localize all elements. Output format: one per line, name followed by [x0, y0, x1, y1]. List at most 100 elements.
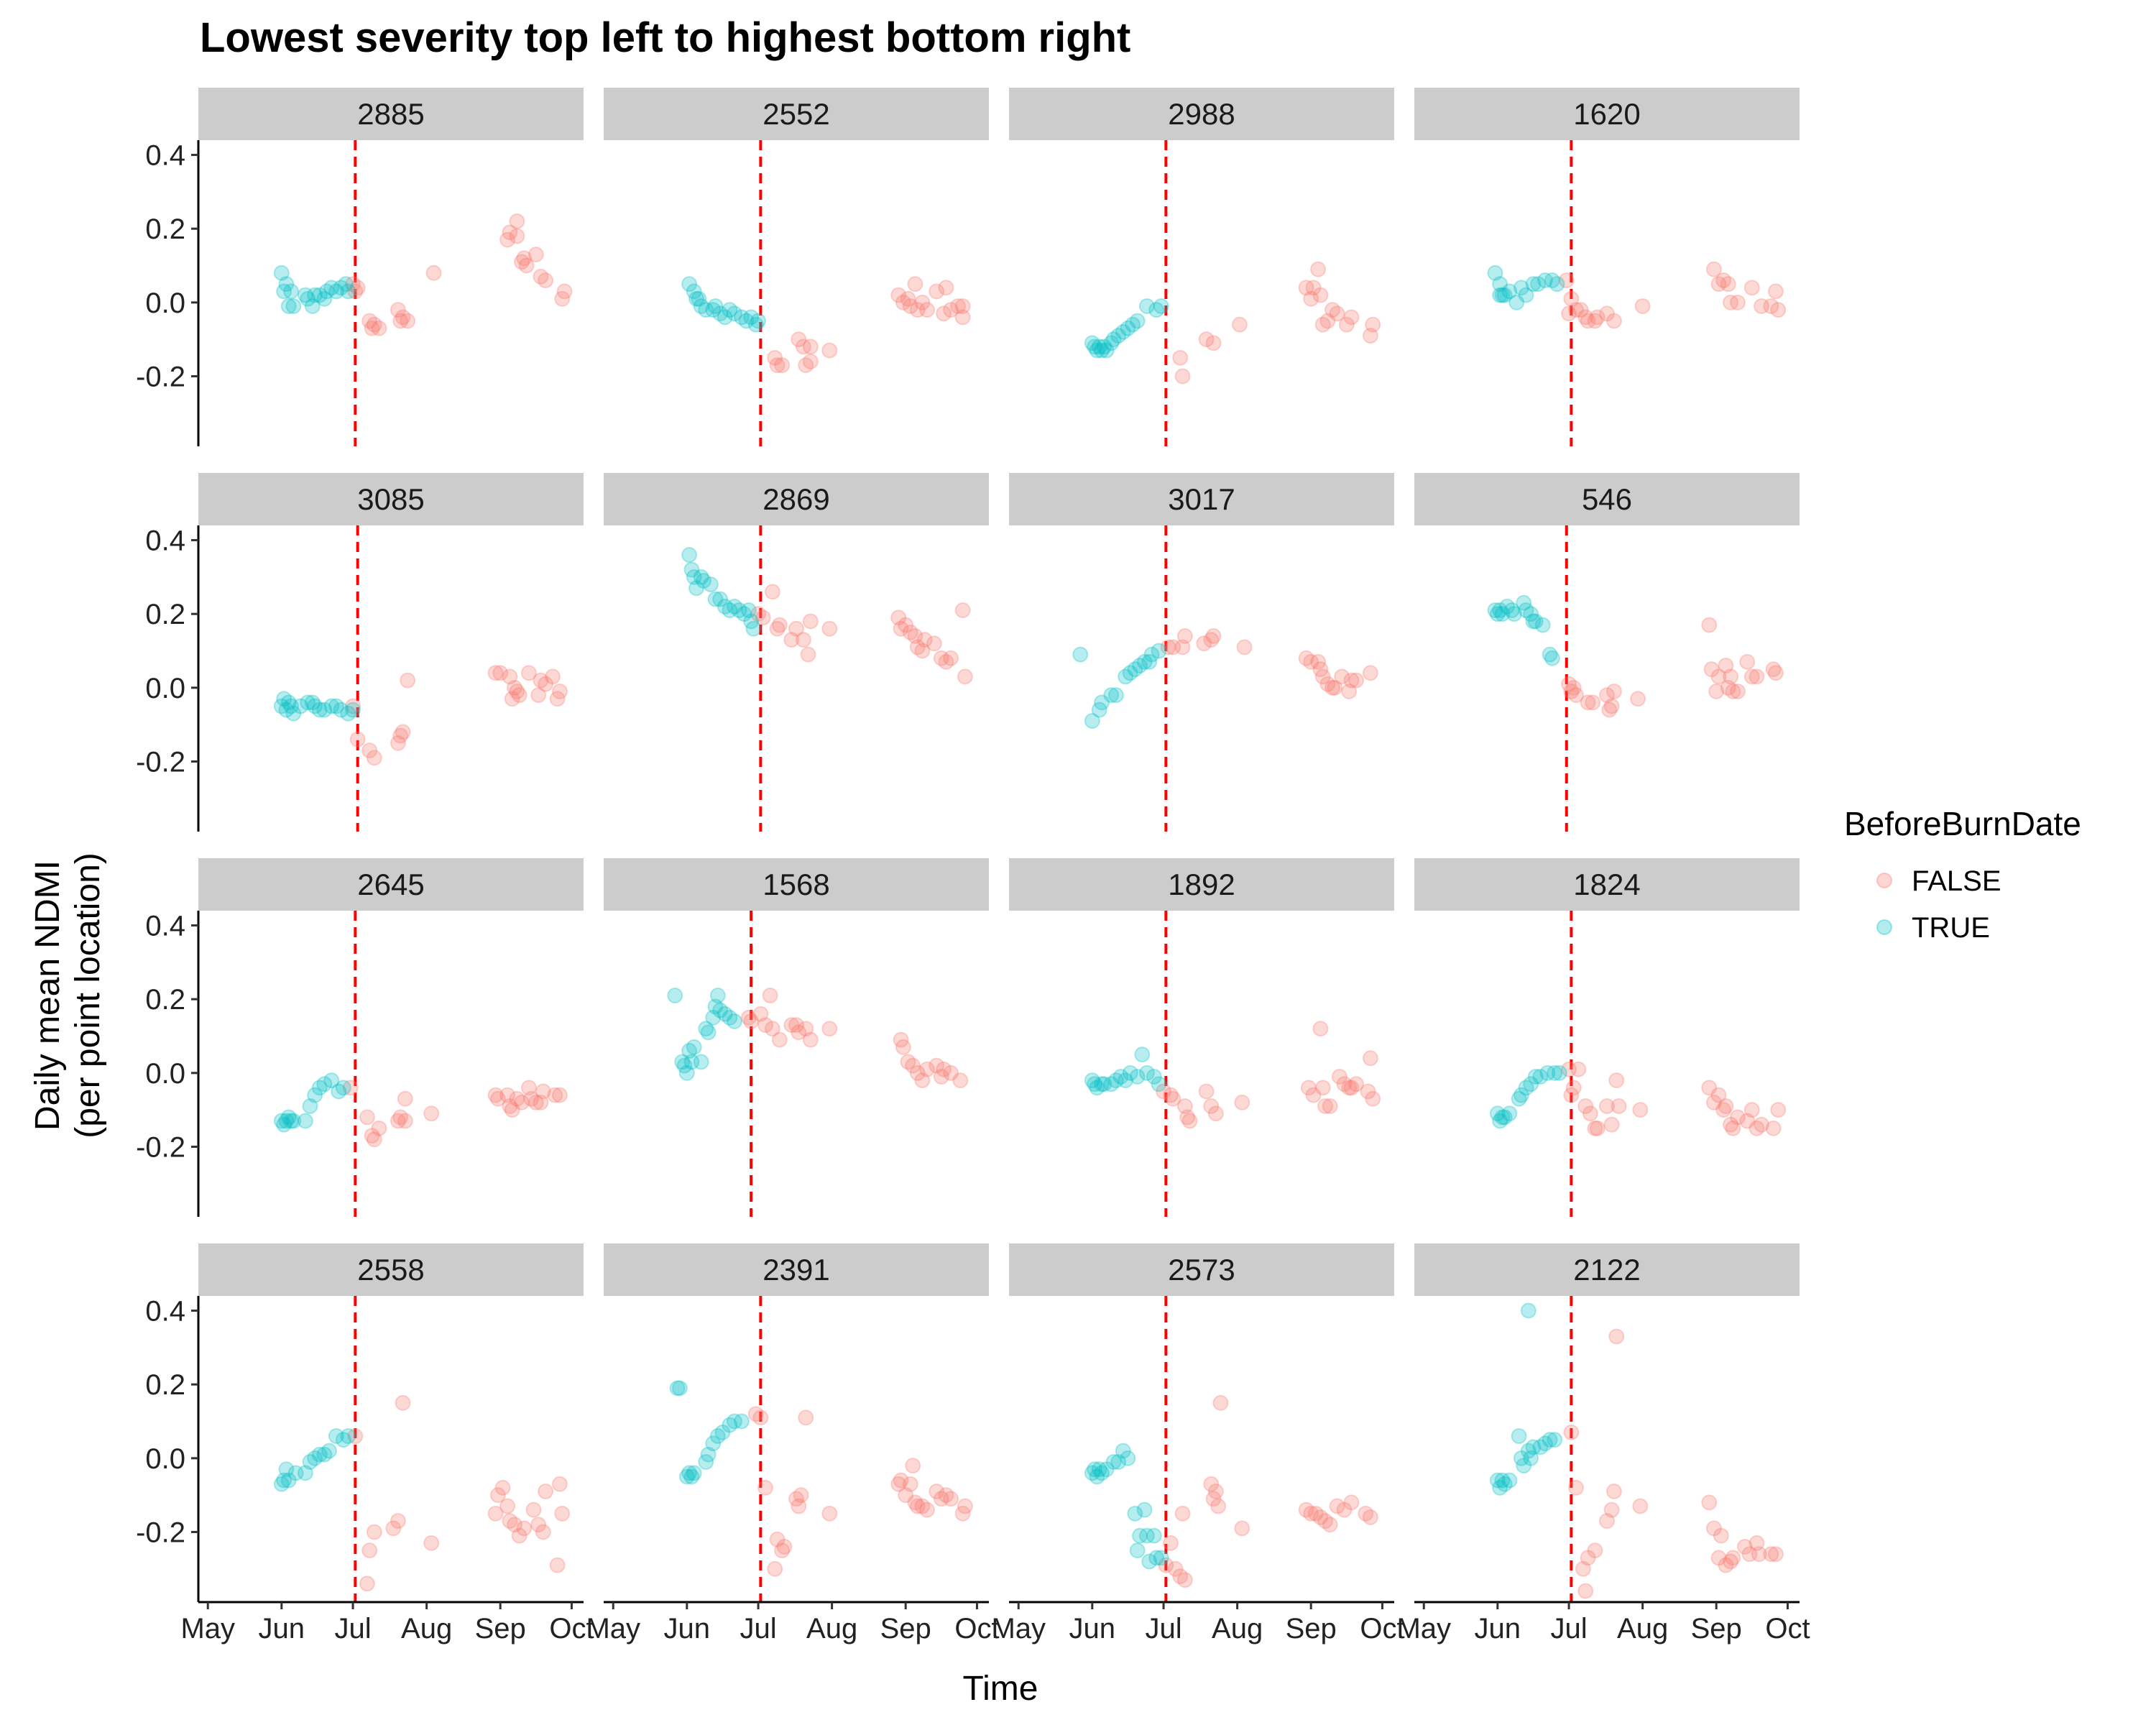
data-point-false [1336, 1501, 1353, 1518]
data-point-false [1172, 349, 1189, 366]
data-point-false [1212, 1394, 1229, 1411]
y-tick-label: 0.4 [145, 911, 185, 942]
data-point-true [1530, 276, 1547, 293]
data-point-true [702, 576, 719, 593]
data-point-true [1087, 339, 1103, 355]
facet-strip [604, 473, 989, 525]
data-point-true [726, 1413, 742, 1430]
data-point-true [700, 1446, 717, 1463]
data-point-false [1603, 1116, 1620, 1133]
data-point-true [678, 1064, 695, 1081]
data-point-true [1525, 276, 1542, 293]
x-tick-label: Aug [1617, 1613, 1668, 1644]
data-point-true [285, 1113, 302, 1129]
data-point-true [1122, 665, 1138, 681]
data-point-false [954, 602, 971, 619]
data-point-true [276, 1116, 292, 1133]
data-point-false [798, 1021, 814, 1037]
data-point-false [909, 1064, 926, 1081]
data-point-false [769, 620, 786, 637]
data-point-false [1362, 665, 1378, 681]
facet-strip-label: 3085 [357, 482, 424, 516]
data-point-true [1094, 1465, 1110, 1481]
facet-panel-2573: 2573 [1009, 1243, 1394, 1602]
data-point-true [722, 302, 738, 318]
facet-panel-1892: 1892 [1009, 858, 1394, 1217]
data-point-false [1608, 1072, 1625, 1089]
data-point-false [1210, 1498, 1227, 1514]
data-point-true [1096, 339, 1112, 355]
data-point-true [1120, 1450, 1136, 1466]
data-point-true [1544, 272, 1560, 289]
legend: BeforeBurnDate FALSE TRUE [1844, 805, 2081, 944]
data-point-true [722, 1417, 738, 1433]
data-point-true [340, 1428, 356, 1445]
data-point-false [905, 1458, 921, 1474]
data-point-false [769, 357, 786, 374]
data-point-false [767, 349, 783, 366]
data-point-false [926, 635, 942, 652]
data-point-false [1348, 1076, 1365, 1092]
data-point-true [709, 1428, 726, 1445]
data-point-false [1720, 679, 1736, 696]
data-point-true [1523, 1450, 1539, 1466]
data-point-true [1136, 653, 1153, 670]
data-point-true [1494, 1109, 1511, 1126]
data-point-false [530, 687, 547, 704]
data-point-false [933, 1068, 949, 1085]
data-point-false [1310, 653, 1327, 670]
data-point-false [1611, 1098, 1627, 1115]
data-point-true [323, 1072, 340, 1089]
data-point-true [1138, 1064, 1155, 1081]
data-point-true [1501, 1472, 1518, 1489]
facet-panel-2558: 2558 [198, 1243, 584, 1602]
data-point-false [347, 283, 364, 300]
data-point-false [1718, 1557, 1734, 1573]
data-point-true [1107, 1072, 1124, 1089]
data-point-true [1098, 342, 1115, 359]
data-point-true [1131, 1527, 1148, 1544]
data-point-true [285, 298, 302, 314]
facet-strip-label: 2869 [763, 482, 829, 516]
data-point-true [1518, 287, 1534, 303]
data-point-false [1701, 1494, 1718, 1511]
data-point-true [707, 298, 724, 314]
data-point-false [1589, 1120, 1606, 1136]
data-point-true [331, 1083, 347, 1100]
data-point-true [345, 702, 361, 718]
data-point-false [1317, 1098, 1334, 1115]
data-point-true [1127, 661, 1143, 678]
data-point-true [278, 702, 295, 718]
data-point-false [1754, 1116, 1770, 1133]
x-tick-label: Oct [1765, 1613, 1810, 1644]
data-point-false [918, 1501, 935, 1518]
data-point-true [1537, 272, 1553, 289]
x-tick-label: Jul [740, 1613, 776, 1644]
data-point-false [1703, 661, 1720, 678]
y-tick-label: -0.2 [136, 746, 185, 778]
data-point-false [513, 1094, 530, 1110]
data-point-true [1107, 687, 1124, 704]
data-point-false [423, 1535, 440, 1551]
data-point-true [1148, 302, 1165, 318]
data-point-false [1767, 665, 1784, 681]
data-point-true [300, 694, 316, 711]
data-point-true [722, 1009, 738, 1026]
data-point-false [390, 1513, 406, 1530]
data-point-true [1115, 1443, 1131, 1459]
data-point-false [397, 1090, 413, 1107]
data-point-false [1300, 1080, 1317, 1096]
data-point-true [292, 698, 309, 714]
data-point-true [311, 1080, 328, 1096]
data-point-false [1298, 1501, 1314, 1518]
data-point-true [1105, 331, 1122, 348]
data-point-false [385, 1520, 402, 1537]
data-point-true [307, 287, 323, 303]
data-point-true [1537, 1435, 1553, 1452]
data-point-true [1511, 1090, 1527, 1107]
data-point-false [767, 1560, 783, 1577]
data-point-true [1506, 606, 1522, 622]
data-point-true [1513, 280, 1529, 296]
data-point-false [359, 1576, 375, 1592]
data-point-false [1567, 687, 1584, 704]
